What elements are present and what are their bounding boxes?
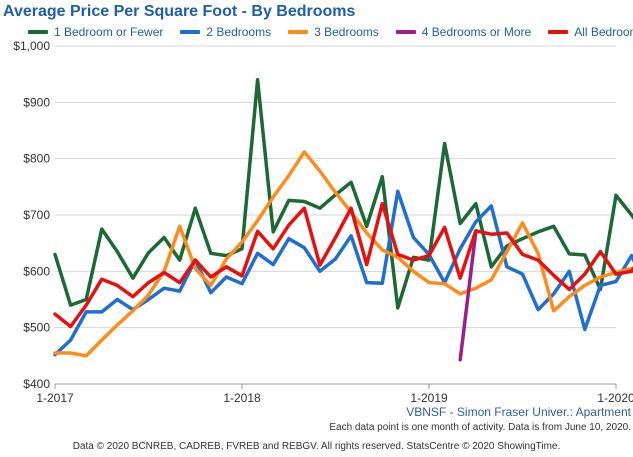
y-tick-label: $400 bbox=[23, 377, 50, 391]
y-tick-label: $900 bbox=[23, 95, 50, 109]
x-tick-label: 1-2019 bbox=[410, 391, 448, 405]
legend-swatch bbox=[180, 30, 201, 34]
legend-swatch bbox=[395, 30, 416, 34]
series-line-3-bedrooms bbox=[53, 150, 633, 358]
legend-label: 2 Bedrooms bbox=[206, 25, 272, 39]
legend-label: 3 Bedrooms bbox=[314, 25, 379, 39]
legend-item-2-bedrooms: 2 Bedrooms bbox=[180, 25, 271, 39]
legend-swatch bbox=[548, 30, 569, 34]
series-line-4-bedrooms-or-more bbox=[458, 230, 478, 362]
legend-item-1-bedroom-or-fewer: 1 Bedroom or Fewer bbox=[28, 25, 163, 39]
y-tick-label: $800 bbox=[23, 152, 50, 166]
chart-legend: 1 Bedroom or Fewer 2 Bedrooms 3 Bedrooms 4 … bbox=[28, 24, 633, 40]
legend-label: All Bedrooms bbox=[574, 25, 633, 39]
y-tick-label: $1,000 bbox=[13, 39, 50, 53]
x-tick-label: 1-2018 bbox=[223, 391, 261, 405]
legend-swatch bbox=[288, 30, 309, 34]
y-tick-label: $500 bbox=[23, 321, 50, 335]
activity-note: Each data point is one month of activity… bbox=[329, 422, 631, 433]
copyright-note: Data © 2020 BCNREB, CADREB, FVREB and RE… bbox=[72, 441, 561, 452]
y-tick-label: $700 bbox=[23, 208, 50, 222]
x-tick-label: 1-2020 bbox=[597, 391, 633, 405]
source-label: VBNSF - Simon Fraser Univer.: Apartment bbox=[406, 405, 631, 419]
chart-title: Average Price Per Square Foot - By Bedro… bbox=[3, 3, 356, 20]
legend-label: 4 Bedrooms or More bbox=[421, 25, 532, 39]
y-tick-label: $600 bbox=[23, 264, 50, 278]
legend-swatch bbox=[28, 30, 48, 34]
legend-item-all-bedrooms: All Bedrooms bbox=[548, 25, 633, 39]
series-line-1-bedroom-or-fewer bbox=[53, 78, 633, 310]
x-tick-label: 1-2017 bbox=[36, 391, 74, 405]
legend-label: 1 Bedroom or Fewer bbox=[54, 25, 164, 39]
legend-item-3-bedrooms: 3 Bedrooms bbox=[288, 25, 379, 39]
series-line-2-bedrooms bbox=[53, 189, 633, 357]
series-line-all-bedrooms bbox=[53, 201, 633, 329]
legend-item-4-bedrooms-or-more: 4 Bedrooms or More bbox=[395, 25, 532, 39]
